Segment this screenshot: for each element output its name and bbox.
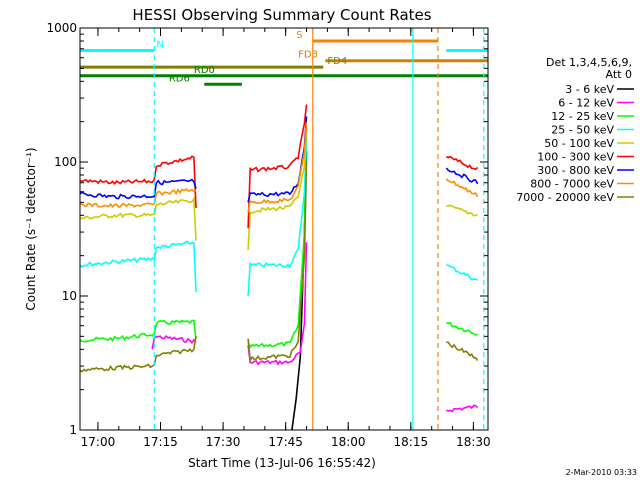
footer-timestamp: 2-Mar-2010 03:33 — [566, 468, 637, 477]
series-line — [79, 140, 478, 297]
state-change-lines — [153, 28, 485, 430]
legend-entry-label: 800 - 7000 keV — [530, 178, 614, 191]
chart-title: HESSI Observing Summary Count Rates — [132, 6, 431, 24]
legend-entry-label: 7000 - 20000 keV — [516, 191, 614, 204]
legend-entry-label: 100 - 300 keV — [537, 151, 614, 164]
legend-entry-label: 6 - 12 keV — [558, 97, 614, 110]
legend-header-line2: Att 0 — [606, 68, 632, 81]
state-bar-label: S — [296, 30, 302, 41]
legend-entry-label: 3 - 6 keV — [565, 83, 614, 96]
y-axis: 1 10 100 1000 — [46, 21, 488, 437]
series-line — [79, 116, 479, 203]
state-bar-label: RD0 — [194, 65, 215, 76]
series-line — [79, 104, 479, 229]
plot-frame — [79, 27, 489, 431]
y-tick-label: 100 — [54, 155, 77, 169]
x-tick-label: 18:00 — [331, 435, 366, 449]
series-line — [79, 129, 478, 251]
state-bars: N S FD3 FD4 RD0 RD6 — [80, 30, 488, 86]
x-axis: 17:00 17:15 17:30 17:45 18:00 18:15 18:30 — [81, 28, 491, 449]
x-tick-label: 17:00 — [81, 435, 116, 449]
series-line — [79, 127, 478, 349]
x-tick-label: 18:15 — [394, 435, 429, 449]
x-tick-label: 17:30 — [206, 435, 241, 449]
y-tick-label: 10 — [62, 289, 77, 303]
x-tick-label: 17:15 — [143, 435, 178, 449]
series-line — [79, 162, 479, 373]
series-line — [79, 122, 479, 213]
legend-entry-label: 300 - 800 keV — [537, 164, 614, 177]
y-tick-label: 1 — [69, 423, 77, 437]
state-bar-label: N — [156, 39, 163, 50]
data-series — [79, 104, 479, 431]
legend-header-line1: Det 1,3,4,5,6,9, — [546, 56, 632, 69]
legend-entry-label: 50 - 100 keV — [544, 137, 614, 150]
state-bar-label: RD6 — [169, 73, 190, 84]
x-axis-label: Start Time (13-Jul-06 16:55:42) — [188, 456, 376, 470]
x-tick-label: 18:30 — [456, 435, 491, 449]
legend-entry-label: 25 - 50 keV — [551, 124, 614, 137]
y-tick-label: 1000 — [46, 21, 77, 35]
y-axis-label: Count Rate (s⁻¹ detector⁻¹) — [24, 147, 38, 310]
legend-entry-label: 12 - 25 keV — [551, 110, 614, 123]
series-line — [151, 242, 479, 413]
state-bar-label: FD3 — [298, 50, 318, 61]
state-bar-label: FD4 — [327, 56, 347, 67]
x-tick-label: 17:45 — [268, 435, 303, 449]
